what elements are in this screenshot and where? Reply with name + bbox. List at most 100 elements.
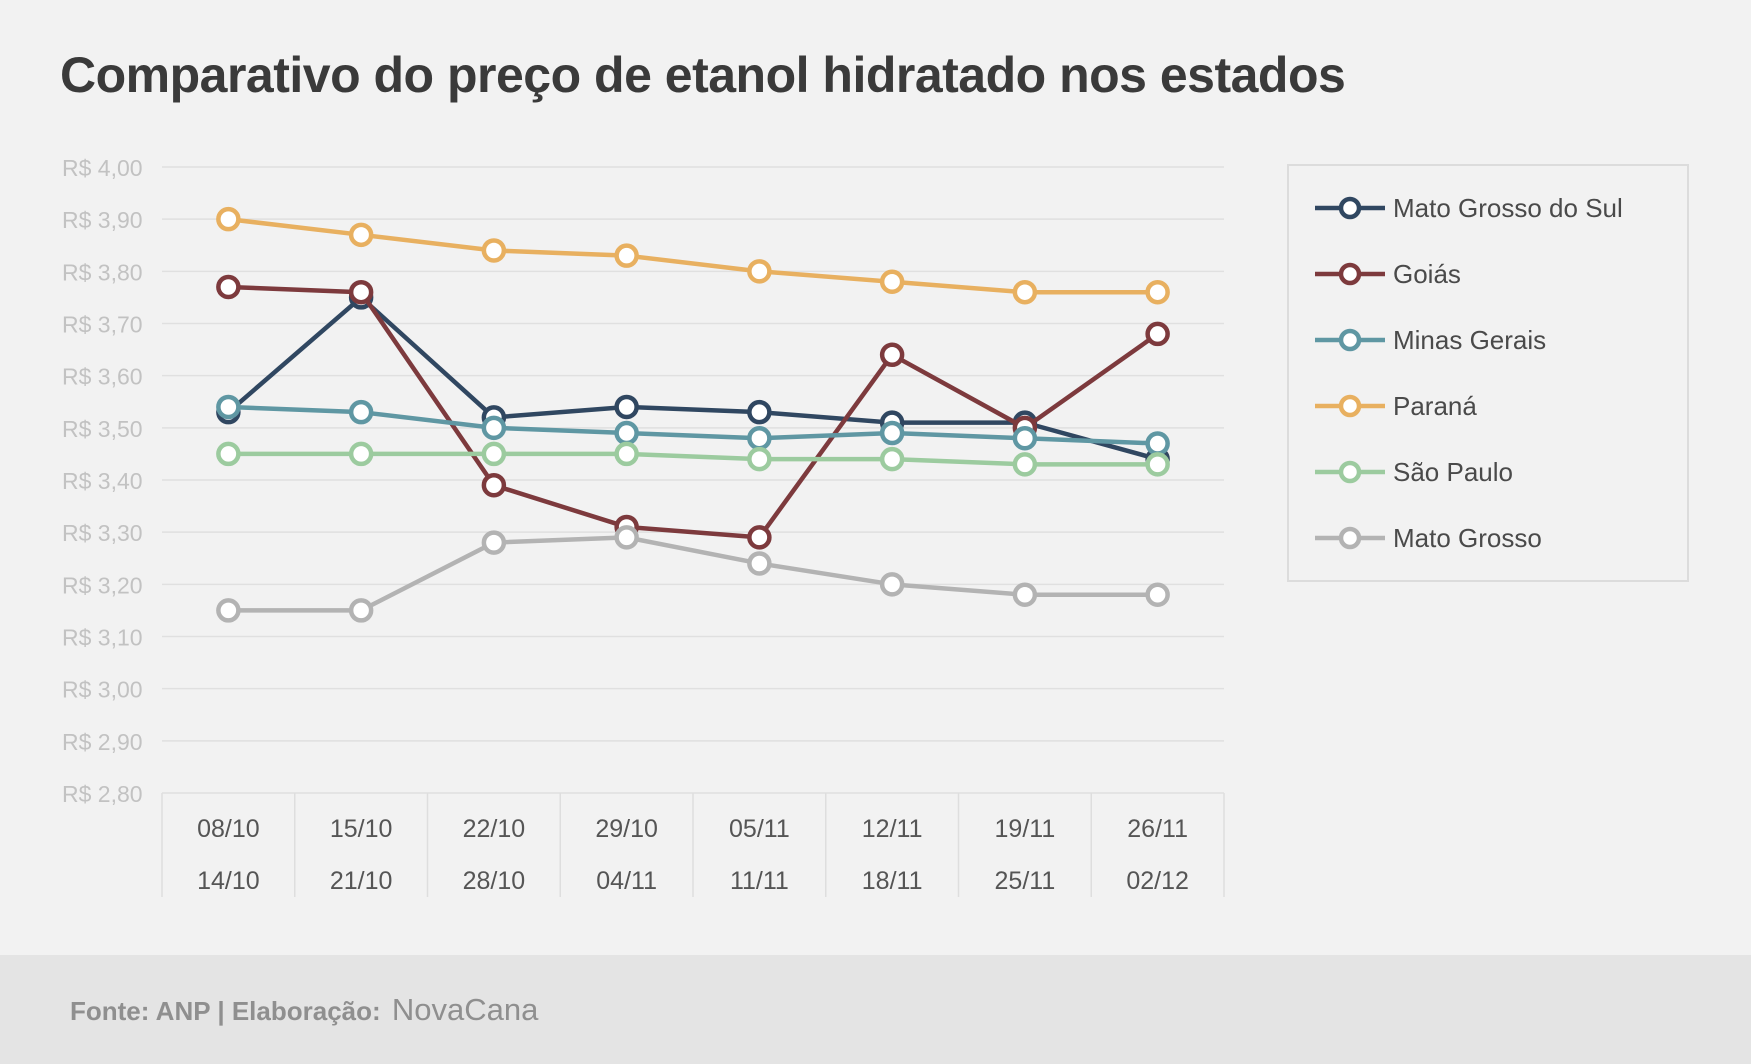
x-tick-label-end: 21/10 [330, 867, 393, 895]
legend-label: São Paulo [1393, 456, 1513, 487]
data-point [348, 441, 374, 467]
data-point [747, 259, 772, 284]
data-point [216, 598, 241, 623]
data-point [614, 420, 639, 446]
data-point [348, 222, 374, 248]
y-axis-ticks: R$ 4,00 R$ 3,90 R$ 3,80 R$ 3,70 R$ 3,60 R$ 3,… [62, 155, 143, 807]
legend-swatch [1315, 328, 1385, 352]
legend-label: Goiás [1393, 258, 1461, 289]
data-point [747, 525, 772, 550]
legend-item: Paraná [1313, 386, 1477, 426]
y-tick-label: R$ 3,50 [62, 416, 143, 442]
y-tick-label: R$ 3,60 [62, 364, 143, 390]
data-point [348, 399, 374, 425]
series-line [228, 284, 1159, 540]
chart-legend: Mato Grosso do Sul Goiás Minas Gerais Paran… [1287, 164, 1689, 582]
data-point [614, 525, 639, 550]
legend-item: Mato Grosso [1313, 518, 1542, 558]
footer-source: Fonte: ANP | Elaboração: NovaCana [70, 992, 538, 1028]
x-tick-label-start: 08/10 [197, 815, 260, 843]
legend-item: Mato Grosso do Sul [1313, 188, 1623, 228]
data-point [1145, 279, 1170, 305]
data-point [481, 238, 507, 263]
legend-swatch [1315, 460, 1385, 484]
data-point [481, 472, 507, 498]
data-point [747, 426, 772, 451]
legend-swatch [1315, 262, 1385, 286]
data-point [879, 572, 905, 597]
data-point [1145, 452, 1170, 477]
y-tick-label: R$ 3,70 [62, 312, 143, 338]
data-point [747, 551, 772, 576]
data-point [216, 206, 241, 232]
brand-logo-text: NovaCana [391, 992, 539, 1027]
data-point [481, 441, 507, 467]
y-tick-label: R$ 3,30 [62, 520, 143, 546]
y-tick-label: R$ 3,10 [62, 625, 143, 651]
x-tick-label-end: 04/11 [596, 867, 657, 895]
data-point [879, 420, 905, 446]
y-tick-label: R$ 2,90 [62, 729, 143, 755]
legend-swatch [1315, 526, 1385, 550]
data-point [879, 269, 905, 295]
chart-title: Comparativo do preço de etanol hidratado… [60, 47, 1346, 103]
x-tick-label-end: 28/10 [463, 867, 526, 895]
y-tick-label: R$ 3,80 [62, 259, 143, 285]
footer: Fonte: ANP | Elaboração: NovaCana [0, 955, 1751, 1064]
data-point [216, 441, 241, 467]
data-point [614, 243, 639, 268]
data-point [481, 415, 507, 441]
data-point [348, 279, 374, 305]
x-tick-label-start: 26/11 [1127, 815, 1188, 843]
x-tick-label-start: 22/10 [463, 815, 526, 843]
legend-label: Minas Gerais [1393, 324, 1547, 355]
legend-label: Mato Grosso [1393, 522, 1542, 553]
legend-item: Minas Gerais [1313, 320, 1546, 360]
legend-label: Mato Grosso do Sul [1393, 192, 1623, 223]
legend-label: Paraná [1393, 390, 1477, 421]
data-point [614, 441, 639, 467]
x-tick-label-end: 02/12 [1126, 867, 1189, 895]
series-line [228, 535, 1158, 613]
data-point [1012, 279, 1038, 305]
data-point [348, 598, 374, 623]
y-tick-label: R$ 3,00 [62, 677, 143, 703]
data-point [747, 399, 772, 425]
data-point [879, 342, 905, 368]
data-point [1145, 321, 1170, 347]
x-tick-label-start: 29/10 [595, 815, 658, 843]
data-point [747, 446, 772, 472]
data-point [216, 394, 241, 420]
legend-swatch [1315, 394, 1385, 418]
y-tick-label: R$ 2,80 [62, 781, 143, 807]
x-axis-cells: 08/10 14/10 15/10 21/10 22/10 28/10 29/10 04/11… [161, 793, 1225, 897]
series-line [228, 216, 1158, 295]
series-line [226, 295, 1159, 462]
x-tick-label-start: 12/11 [862, 815, 923, 843]
data-point [1145, 582, 1170, 608]
x-tick-label-end: 18/11 [862, 867, 923, 895]
legend-swatch [1315, 196, 1385, 220]
y-tick-label: R$ 3,20 [62, 572, 143, 598]
x-tick-label-start: 05/11 [729, 815, 790, 843]
series-paraná [216, 206, 1170, 305]
series-line [228, 404, 1158, 446]
y-tick-label: R$ 4,00 [62, 155, 143, 181]
data-point [879, 446, 905, 472]
series-são-paulo [216, 441, 1170, 477]
grid-lines [162, 166, 1224, 794]
y-tick-label: R$ 3,90 [62, 207, 143, 233]
data-point [1012, 452, 1038, 477]
y-tick-label: R$ 3,40 [62, 468, 143, 494]
series-lines [216, 206, 1170, 623]
series-mato-grosso [216, 525, 1170, 623]
x-tick-label-end: 11/11 [730, 867, 789, 895]
data-point [216, 274, 241, 300]
legend-item: São Paulo [1313, 452, 1513, 492]
x-tick-label-start: 19/11 [995, 815, 1056, 843]
x-tick-label-end: 25/11 [995, 867, 1056, 895]
data-point [1145, 431, 1170, 456]
data-point [481, 530, 507, 555]
legend-item: Goiás [1313, 254, 1461, 294]
